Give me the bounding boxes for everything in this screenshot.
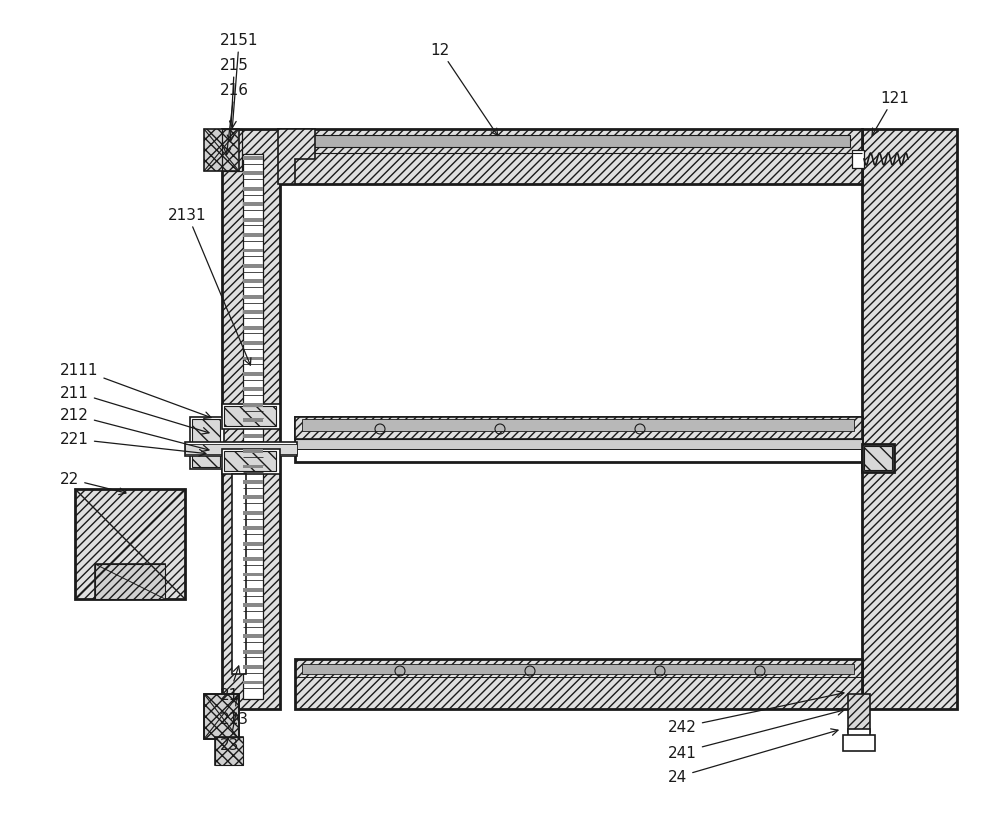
Text: 2151: 2151 [220,33,259,129]
Bar [864,446,892,471]
Bar [243,496,263,500]
Bar [222,405,280,430]
Bar [243,434,263,438]
Bar [243,404,263,407]
Bar [243,465,263,469]
Text: 241: 241 [668,709,844,760]
Bar [95,564,165,599]
Bar [295,417,862,440]
Bar [295,417,862,462]
Text: 2111: 2111 [60,362,211,419]
Bar [295,660,862,709]
Bar [75,489,185,599]
Bar [204,130,239,171]
Text: 213: 213 [220,696,249,726]
Bar [848,694,870,732]
Bar [243,187,263,191]
Bar [215,737,243,765]
Bar [204,694,239,739]
Bar [852,150,864,169]
Bar [185,445,297,455]
Bar [243,311,263,315]
Text: 121: 121 [872,90,909,136]
Bar [285,135,850,148]
Bar [243,619,263,623]
Bar [192,451,220,467]
Text: 21: 21 [220,666,240,701]
Bar [243,203,263,206]
Bar [185,442,297,456]
Bar [243,295,263,299]
Bar [862,130,957,709]
Bar [243,342,263,345]
Bar [243,573,263,577]
Bar [243,558,263,561]
Bar [243,249,263,253]
Bar [190,417,224,446]
Bar [224,451,276,472]
Bar [243,265,263,268]
Text: 211: 211 [60,385,209,435]
Bar [278,130,862,185]
Bar [204,694,239,739]
Text: 212: 212 [60,408,209,452]
Bar [243,157,263,161]
Text: 24: 24 [668,729,838,784]
Bar [224,406,276,426]
Bar [243,604,263,608]
Bar [302,665,854,674]
Text: 216: 216 [220,83,249,155]
Bar [222,450,280,475]
Bar [243,635,263,639]
Bar [243,234,263,237]
Bar [295,440,862,450]
Polygon shape [278,130,315,185]
Bar [243,155,263,699]
Text: 215: 215 [220,58,249,143]
Bar [243,542,263,546]
Bar [243,373,263,376]
Bar [192,420,220,443]
Text: 12: 12 [430,43,498,136]
Bar [222,130,280,709]
Bar [243,481,263,484]
Text: 22: 22 [60,472,126,495]
Text: 221: 221 [60,432,206,456]
Bar [243,512,263,515]
Bar [222,130,242,171]
Bar [243,326,263,330]
Bar [243,357,263,361]
Bar [95,564,165,599]
Bar [848,729,870,737]
Bar [215,737,243,765]
Bar [243,280,263,284]
Bar [243,172,263,176]
Bar [243,650,263,654]
Bar [243,218,263,222]
Bar [243,388,263,392]
Bar [190,450,224,470]
Text: 242: 242 [668,691,844,735]
Bar [243,419,263,423]
Bar [243,527,263,531]
Bar [243,665,263,669]
Bar [302,420,854,431]
Bar [243,589,263,592]
Text: 2131: 2131 [168,207,251,365]
Bar [243,450,263,453]
Bar [862,445,894,472]
Bar [232,475,246,674]
Text: 23: 23 [220,713,239,752]
Bar [843,735,875,751]
Bar [243,681,263,685]
